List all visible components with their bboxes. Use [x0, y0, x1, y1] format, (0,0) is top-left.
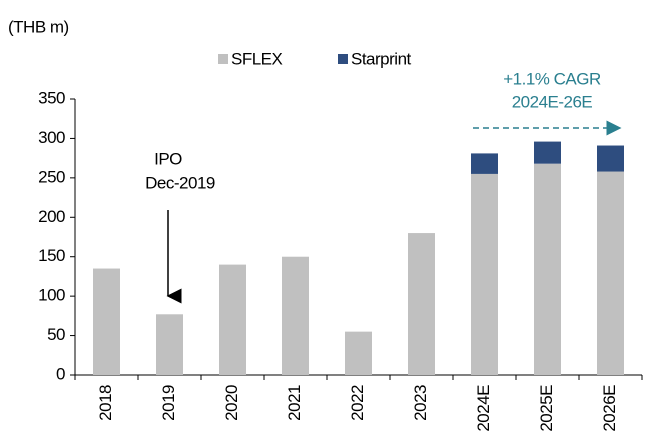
annotation: 2024E-26E — [512, 92, 593, 111]
x-tick-label: 2022 — [348, 385, 367, 421]
y-tick-label: 0 — [56, 364, 65, 383]
y-tick-label: 50 — [47, 325, 65, 344]
x-tick-label: 2020 — [222, 385, 241, 421]
bar — [408, 233, 435, 375]
y-tick-label: 350 — [38, 88, 65, 107]
bar — [282, 256, 309, 375]
x-tick-label: 2026E — [600, 385, 619, 432]
x-tick-label: 2018 — [96, 385, 115, 421]
annotation: Dec-2019 — [145, 173, 215, 192]
annotation: +1.1% CAGR — [503, 69, 601, 88]
y-tick-label: 150 — [38, 246, 65, 265]
y-tick-label: 100 — [38, 286, 65, 305]
x-tick-label: 2024E — [474, 385, 493, 432]
bar — [219, 264, 246, 375]
bar — [471, 173, 498, 375]
bar — [597, 145, 624, 172]
y-tick-label: 250 — [38, 167, 65, 186]
bar — [93, 268, 120, 375]
legend-swatch — [338, 54, 348, 64]
unit-label: (THB m) — [8, 17, 69, 36]
bar — [471, 153, 498, 174]
annotation: IPO — [154, 149, 182, 168]
y-tick-label: 300 — [38, 128, 65, 147]
bar — [534, 163, 561, 375]
legend-swatch — [218, 54, 228, 64]
legend-label: SFLEX — [231, 49, 283, 68]
legend-label: Starprint — [351, 49, 412, 68]
y-tick-label: 200 — [38, 207, 65, 226]
x-tick-label: 2019 — [159, 385, 178, 421]
bar — [597, 171, 624, 375]
bar — [156, 314, 183, 375]
x-tick-label: 2021 — [285, 385, 304, 421]
bar — [534, 141, 561, 164]
x-tick-label: 2025E — [537, 385, 556, 432]
bar — [345, 331, 372, 375]
x-tick-label: 2023 — [411, 385, 430, 421]
